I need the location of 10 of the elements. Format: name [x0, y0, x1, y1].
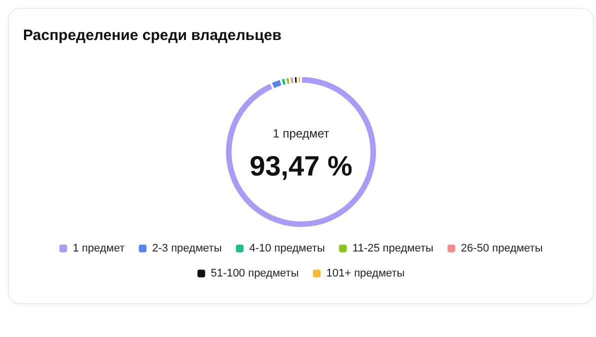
chart-title: Распределение среди владельцев — [23, 27, 282, 44]
slice-label: 1 предмет — [272, 126, 330, 140]
legend-label: 1 предмет — [72, 242, 125, 255]
legend-label: 2-3 предметы — [152, 242, 222, 255]
legend-label: 51-100 предметы — [210, 268, 299, 280]
data-label: 93,47 % — [250, 150, 352, 182]
legend-label: 101+ предметы — [326, 268, 405, 280]
legend-label: 4-10 предметы — [249, 242, 326, 255]
legend-label: 11-25 предметы — [352, 242, 434, 255]
legend-label: 26-50 предметы — [460, 242, 543, 255]
